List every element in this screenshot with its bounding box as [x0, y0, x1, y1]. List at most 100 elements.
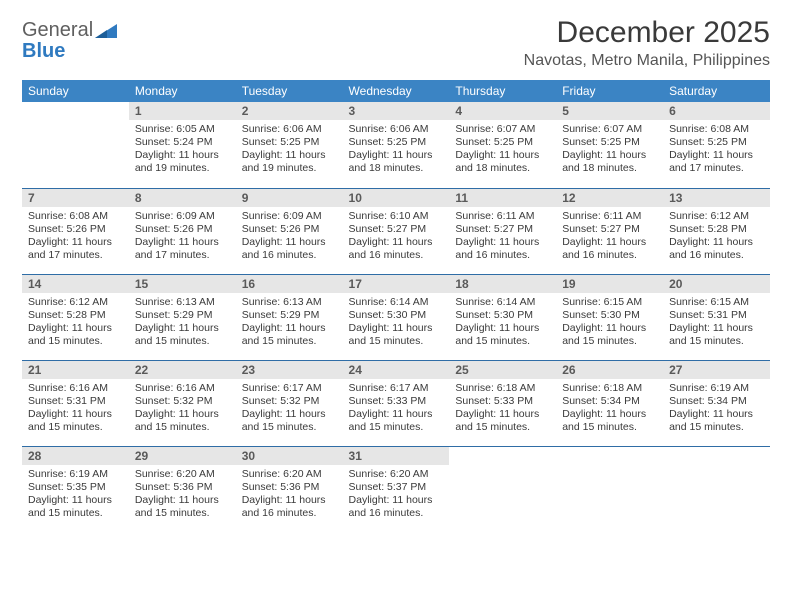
day-details: Sunrise: 6:18 AMSunset: 5:33 PMDaylight:…	[449, 379, 556, 439]
calendar-day-cell: 25Sunrise: 6:18 AMSunset: 5:33 PMDayligh…	[449, 360, 556, 446]
day-number: 26	[556, 361, 663, 379]
day-number: 16	[236, 275, 343, 293]
calendar-day-cell: 10Sunrise: 6:10 AMSunset: 5:27 PMDayligh…	[343, 188, 450, 274]
day-number: 5	[556, 102, 663, 120]
calendar-blank-cell	[556, 446, 663, 532]
day-number: 31	[343, 447, 450, 465]
day-details: Sunrise: 6:14 AMSunset: 5:30 PMDaylight:…	[449, 293, 556, 353]
calendar-day-cell: 8Sunrise: 6:09 AMSunset: 5:26 PMDaylight…	[129, 188, 236, 274]
day-number: 9	[236, 189, 343, 207]
calendar-day-cell: 4Sunrise: 6:07 AMSunset: 5:25 PMDaylight…	[449, 102, 556, 188]
weekday-header: Tuesday	[236, 80, 343, 102]
day-details: Sunrise: 6:08 AMSunset: 5:26 PMDaylight:…	[22, 207, 129, 267]
weekday-header: Sunday	[22, 80, 129, 102]
day-details: Sunrise: 6:06 AMSunset: 5:25 PMDaylight:…	[236, 120, 343, 180]
weekday-header: Saturday	[663, 80, 770, 102]
calendar-day-cell: 27Sunrise: 6:19 AMSunset: 5:34 PMDayligh…	[663, 360, 770, 446]
calendar-day-cell: 5Sunrise: 6:07 AMSunset: 5:25 PMDaylight…	[556, 102, 663, 188]
brand-logo: General Blue	[22, 16, 117, 62]
brand-mark-icon	[93, 19, 117, 41]
calendar-week-row: 1Sunrise: 6:05 AMSunset: 5:24 PMDaylight…	[22, 102, 770, 188]
weekday-header: Friday	[556, 80, 663, 102]
day-details: Sunrise: 6:16 AMSunset: 5:31 PMDaylight:…	[22, 379, 129, 439]
day-details: Sunrise: 6:09 AMSunset: 5:26 PMDaylight:…	[129, 207, 236, 267]
calendar-day-cell: 11Sunrise: 6:11 AMSunset: 5:27 PMDayligh…	[449, 188, 556, 274]
weekday-header: Wednesday	[343, 80, 450, 102]
day-number: 15	[129, 275, 236, 293]
weekday-header-row: SundayMondayTuesdayWednesdayThursdayFrid…	[22, 80, 770, 102]
calendar-day-cell: 16Sunrise: 6:13 AMSunset: 5:29 PMDayligh…	[236, 274, 343, 360]
calendar-day-cell: 23Sunrise: 6:17 AMSunset: 5:32 PMDayligh…	[236, 360, 343, 446]
calendar-day-cell: 26Sunrise: 6:18 AMSunset: 5:34 PMDayligh…	[556, 360, 663, 446]
calendar-day-cell: 20Sunrise: 6:15 AMSunset: 5:31 PMDayligh…	[663, 274, 770, 360]
day-number: 13	[663, 189, 770, 207]
day-number: 24	[343, 361, 450, 379]
day-number: 27	[663, 361, 770, 379]
day-details: Sunrise: 6:20 AMSunset: 5:37 PMDaylight:…	[343, 465, 450, 525]
day-number: 30	[236, 447, 343, 465]
calendar-day-cell: 17Sunrise: 6:14 AMSunset: 5:30 PMDayligh…	[343, 274, 450, 360]
day-number: 23	[236, 361, 343, 379]
calendar-day-cell: 3Sunrise: 6:06 AMSunset: 5:25 PMDaylight…	[343, 102, 450, 188]
day-number: 8	[129, 189, 236, 207]
calendar-blank-cell	[22, 102, 129, 188]
calendar-day-cell: 28Sunrise: 6:19 AMSunset: 5:35 PMDayligh…	[22, 446, 129, 532]
calendar-day-cell: 2Sunrise: 6:06 AMSunset: 5:25 PMDaylight…	[236, 102, 343, 188]
calendar-blank-cell	[449, 446, 556, 532]
day-details: Sunrise: 6:19 AMSunset: 5:34 PMDaylight:…	[663, 379, 770, 439]
day-details: Sunrise: 6:13 AMSunset: 5:29 PMDaylight:…	[129, 293, 236, 353]
day-number: 11	[449, 189, 556, 207]
day-details: Sunrise: 6:07 AMSunset: 5:25 PMDaylight:…	[556, 120, 663, 180]
day-number: 25	[449, 361, 556, 379]
day-number: 18	[449, 275, 556, 293]
day-number: 4	[449, 102, 556, 120]
day-number: 1	[129, 102, 236, 120]
calendar-week-row: 7Sunrise: 6:08 AMSunset: 5:26 PMDaylight…	[22, 188, 770, 274]
day-details: Sunrise: 6:18 AMSunset: 5:34 PMDaylight:…	[556, 379, 663, 439]
day-details: Sunrise: 6:05 AMSunset: 5:24 PMDaylight:…	[129, 120, 236, 180]
weekday-header: Monday	[129, 80, 236, 102]
day-details: Sunrise: 6:15 AMSunset: 5:30 PMDaylight:…	[556, 293, 663, 353]
day-number: 6	[663, 102, 770, 120]
calendar-day-cell: 9Sunrise: 6:09 AMSunset: 5:26 PMDaylight…	[236, 188, 343, 274]
calendar-table: SundayMondayTuesdayWednesdayThursdayFrid…	[22, 80, 770, 532]
day-details: Sunrise: 6:07 AMSunset: 5:25 PMDaylight:…	[449, 120, 556, 180]
day-number: 22	[129, 361, 236, 379]
calendar-day-cell: 22Sunrise: 6:16 AMSunset: 5:32 PMDayligh…	[129, 360, 236, 446]
day-number: 29	[129, 447, 236, 465]
calendar-day-cell: 30Sunrise: 6:20 AMSunset: 5:36 PMDayligh…	[236, 446, 343, 532]
calendar-day-cell: 18Sunrise: 6:14 AMSunset: 5:30 PMDayligh…	[449, 274, 556, 360]
day-number: 12	[556, 189, 663, 207]
calendar-day-cell: 21Sunrise: 6:16 AMSunset: 5:31 PMDayligh…	[22, 360, 129, 446]
day-details: Sunrise: 6:11 AMSunset: 5:27 PMDaylight:…	[556, 207, 663, 267]
day-details: Sunrise: 6:14 AMSunset: 5:30 PMDaylight:…	[343, 293, 450, 353]
day-details: Sunrise: 6:15 AMSunset: 5:31 PMDaylight:…	[663, 293, 770, 353]
calendar-day-cell: 1Sunrise: 6:05 AMSunset: 5:24 PMDaylight…	[129, 102, 236, 188]
day-number: 3	[343, 102, 450, 120]
day-details: Sunrise: 6:17 AMSunset: 5:33 PMDaylight:…	[343, 379, 450, 439]
weekday-header: Thursday	[449, 80, 556, 102]
day-number: 2	[236, 102, 343, 120]
calendar-day-cell: 6Sunrise: 6:08 AMSunset: 5:25 PMDaylight…	[663, 102, 770, 188]
day-number: 7	[22, 189, 129, 207]
day-number: 14	[22, 275, 129, 293]
day-details: Sunrise: 6:06 AMSunset: 5:25 PMDaylight:…	[343, 120, 450, 180]
calendar-day-cell: 31Sunrise: 6:20 AMSunset: 5:37 PMDayligh…	[343, 446, 450, 532]
calendar-day-cell: 7Sunrise: 6:08 AMSunset: 5:26 PMDaylight…	[22, 188, 129, 274]
calendar-blank-cell	[663, 446, 770, 532]
location-subtitle: Navotas, Metro Manila, Philippines	[524, 52, 770, 70]
calendar-week-row: 28Sunrise: 6:19 AMSunset: 5:35 PMDayligh…	[22, 446, 770, 532]
day-details: Sunrise: 6:10 AMSunset: 5:27 PMDaylight:…	[343, 207, 450, 267]
day-details: Sunrise: 6:08 AMSunset: 5:25 PMDaylight:…	[663, 120, 770, 180]
day-number: 21	[22, 361, 129, 379]
day-details: Sunrise: 6:12 AMSunset: 5:28 PMDaylight:…	[22, 293, 129, 353]
calendar-week-row: 21Sunrise: 6:16 AMSunset: 5:31 PMDayligh…	[22, 360, 770, 446]
calendar-day-cell: 12Sunrise: 6:11 AMSunset: 5:27 PMDayligh…	[556, 188, 663, 274]
day-details: Sunrise: 6:12 AMSunset: 5:28 PMDaylight:…	[663, 207, 770, 267]
day-details: Sunrise: 6:11 AMSunset: 5:27 PMDaylight:…	[449, 207, 556, 267]
day-details: Sunrise: 6:16 AMSunset: 5:32 PMDaylight:…	[129, 379, 236, 439]
brand-general: General	[22, 19, 93, 41]
day-number: 28	[22, 447, 129, 465]
day-number: 20	[663, 275, 770, 293]
day-details: Sunrise: 6:19 AMSunset: 5:35 PMDaylight:…	[22, 465, 129, 525]
